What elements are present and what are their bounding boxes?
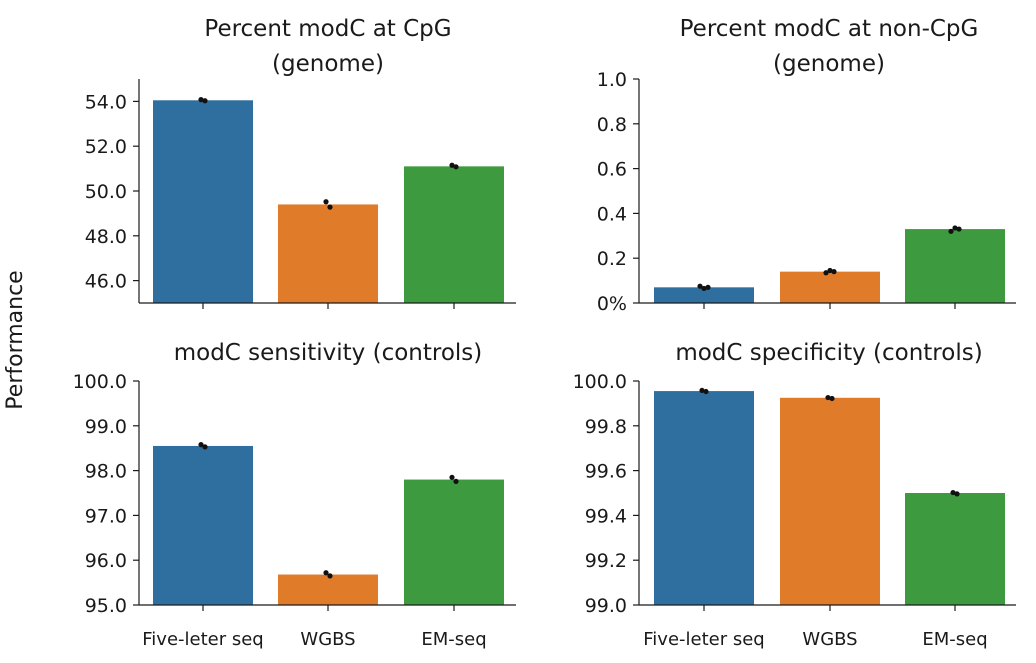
chart-modc-sensitivity: modC sensitivity (controls) 95.0 96.0 97.0 9… [73,340,516,650]
y-tick-label: 54.0 [85,91,127,113]
replicate-dot [327,573,333,579]
y-tick-label: 50.0 [85,181,127,203]
x-tick-label: EM-seq [922,629,987,650]
replicate-dot [827,267,833,274]
replicate-dot [952,225,958,231]
chart-title-line: modC sensitivity (controls) [174,340,483,366]
replicate-dot [453,478,459,484]
replicate-dot [699,387,705,394]
bar-five-leter-seq [153,100,253,303]
y-tick-label: 0% [597,293,627,315]
replicate-dot [956,226,962,232]
y-tick-label: 99.0 [85,416,127,438]
bar-wgbs [780,271,880,303]
bar-five-leter-seq [654,287,754,303]
y-tick-label: 1.0 [597,69,627,91]
y-tick-label: 95.0 [85,595,127,617]
y-tick-label: 52.0 [85,136,127,158]
y-tick-label: 48.0 [85,226,127,248]
y-tick-label: 99.0 [585,595,627,617]
replicate-dot [449,474,455,480]
replicate-dot [701,285,707,292]
replicate-dot [198,97,204,103]
chart-title-line: modC specificity (controls) [675,340,982,366]
y-tick-label: 0.6 [597,159,627,181]
y-tick-label: 97.0 [85,505,127,527]
chart-title-line: Percent modC at CpG [204,16,451,42]
x-tick-label: WGBS [802,629,857,650]
bar-five-leter-seq [153,445,253,605]
x-tick-label: WGBS [300,629,355,650]
y-tick-label: 0.8 [597,114,627,136]
bar-em-seq [404,479,504,605]
replicate-dot [453,164,459,170]
y-tick-label: 99.8 [585,416,627,438]
replicate-dot [202,98,208,104]
y-tick-label: 0.4 [597,203,627,225]
replicate-dot [323,570,329,576]
chart-modc-specificity: modC specificity (controls) 99.0 99.2 99.4 9… [573,340,1016,650]
replicate-dot [449,162,455,168]
y-tick-label: 100.0 [573,371,627,393]
replicate-dot [823,270,829,276]
replicate-dot [948,228,954,234]
replicate-dot [202,444,208,450]
replicate-dot [954,491,960,497]
replicate-dot [697,283,703,289]
replicate-dot [198,442,204,448]
y-tick-label: 99.6 [585,461,627,483]
x-tick-label: Five-leter seq [142,629,263,650]
bar-em-seq [905,493,1005,605]
chart-title-line: Percent modC at non-CpG [680,16,979,42]
y-tick-label: 100.0 [73,371,127,393]
bar-wgbs [278,204,378,303]
x-tick-label: Five-leter seq [643,629,764,650]
replicate-dot [825,394,831,401]
y-tick-label: 96.0 [85,550,127,572]
bar-five-leter-seq [654,391,754,605]
replicate-dot [323,199,329,205]
bar-em-seq [905,229,1005,303]
chart-title-line: (genome) [272,51,384,77]
replicate-dot [831,269,837,275]
chart-percent-modc-noncpg: Percent modC at non-CpG (genome) 0% 0.2 0.4 0… [597,16,1016,315]
bar-wgbs [278,574,378,605]
y-tick-label: 99.2 [585,550,627,572]
y-tick-label: 99.4 [585,505,627,527]
replicate-dot [703,388,709,395]
bar-wgbs [780,397,880,605]
chart-title-line: (genome) [773,51,885,77]
replicate-dot [327,204,333,210]
x-tick-label: EM-seq [421,629,486,650]
replicate-dot [950,489,956,496]
replicate-dot [705,284,711,290]
chart-percent-modc-cpg: Percent modC at CpG (genome) 46.0 48.0 50.0 5… [85,16,516,309]
replicate-dot [829,395,835,402]
y-tick-label: 0.2 [597,248,627,270]
bar-em-seq [404,166,504,303]
y-axis-label: Performance [3,270,28,409]
y-tick-label: 46.0 [85,271,127,293]
y-tick-label: 98.0 [85,461,127,483]
